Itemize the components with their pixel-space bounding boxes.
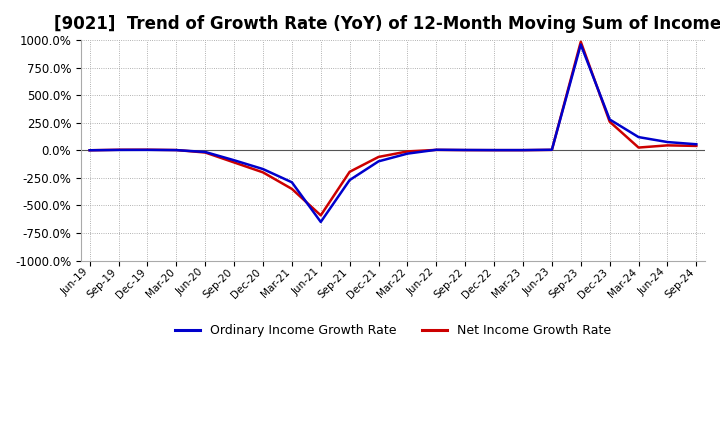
Legend: Ordinary Income Growth Rate, Net Income Growth Rate: Ordinary Income Growth Rate, Net Income … [170,319,616,342]
Title: [9021]  Trend of Growth Rate (YoY) of 12-Month Moving Sum of Incomes: [9021] Trend of Growth Rate (YoY) of 12-… [55,15,720,33]
